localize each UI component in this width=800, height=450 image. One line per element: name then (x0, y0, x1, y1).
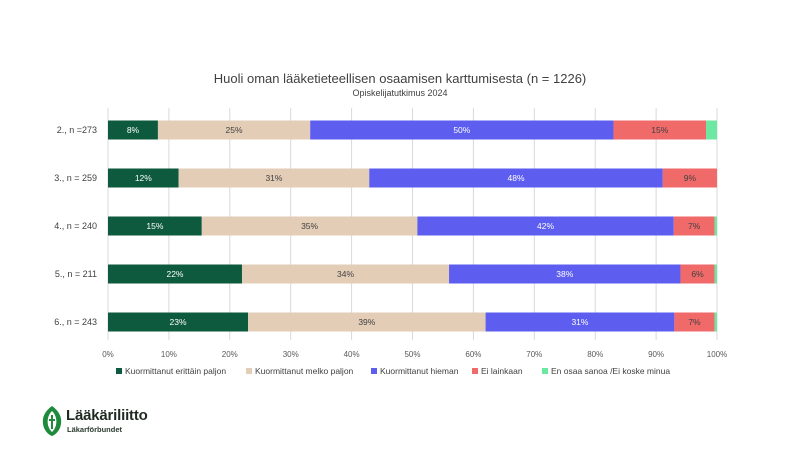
bar-segment (449, 264, 681, 284)
bar-segment (201, 216, 418, 236)
x-tick-label: 10% (161, 350, 177, 359)
data-label: 22% (166, 269, 183, 279)
x-tick-label: 80% (587, 350, 603, 359)
bar-segment (369, 168, 663, 188)
logo-title: Lääkäriliitto (66, 407, 148, 424)
bars: 8% 25% 50% 15% 12% 31% 48% 9% 15% 35% 42% 7% 22% 34% 3… (108, 120, 717, 332)
data-label: 50% (453, 125, 470, 135)
bar-segment (714, 216, 717, 236)
legend-label: En osaa sanoa /Ei koske minua (551, 366, 670, 376)
chart-title: Huoli oman lääketieteellisen osaamisen k… (214, 71, 587, 86)
bar-segment (248, 312, 486, 332)
legend-label: Kuormittanut hieman (380, 366, 459, 376)
legend-label: Kuormittanut melko paljon (255, 366, 354, 376)
data-label: 39% (358, 317, 375, 327)
chart-subtitle: Opiskelijatutkimus 2024 (352, 88, 447, 98)
x-tick-label: 70% (526, 350, 542, 359)
bar-segment (673, 216, 715, 236)
bar-segment (674, 312, 715, 332)
category-label: 2., n =273 (57, 125, 97, 135)
bar-segment (178, 168, 370, 188)
data-label: 6% (691, 269, 704, 279)
category-labels: 2., n =273 3., n = 259 4., n = 240 5., n = … (54, 125, 97, 327)
x-axis-tick-labels: 0% 10% 20% 30% 40% 50% 60% 70% 80% 90% 100% (102, 350, 727, 359)
data-label: 25% (226, 125, 243, 135)
bar-segment (680, 264, 715, 284)
x-tick-label: 30% (283, 350, 299, 359)
x-tick-label: 60% (465, 350, 481, 359)
legend-label: Ei lainkaan (481, 366, 523, 376)
x-tick-label: 50% (404, 350, 420, 359)
category-label: 4., n = 240 (54, 221, 97, 231)
category-label: 3., n = 259 (54, 173, 97, 183)
data-label: 31% (571, 317, 588, 327)
legend-swatch (542, 368, 548, 374)
legend-swatch (472, 368, 478, 374)
legend-swatch (371, 368, 377, 374)
data-label: 15% (146, 221, 163, 231)
legend-label: Kuormittanut erittäin paljon (125, 366, 226, 376)
logo-subtitle: Läkarförbundet (67, 425, 123, 434)
x-tick-label: 100% (707, 350, 727, 359)
bar-segment (613, 120, 707, 140)
logo-emblem-icon (42, 406, 62, 436)
data-label: 23% (170, 317, 187, 327)
data-label: 7% (688, 221, 701, 231)
data-label: 42% (537, 221, 554, 231)
legend-swatch (246, 368, 252, 374)
data-label: 15% (651, 125, 668, 135)
data-label: 7% (688, 317, 701, 327)
data-label: 9% (684, 173, 697, 183)
data-label: 34% (337, 269, 354, 279)
category-label: 5., n = 211 (55, 269, 97, 279)
bar-segment (485, 312, 675, 332)
brand-logo: Lääkäriliitto Läkarförbundet (40, 405, 180, 441)
bar-segment (714, 312, 717, 332)
data-label: 38% (556, 269, 573, 279)
legend: Kuormittanut erittäin paljon Kuormittanut… (116, 366, 670, 376)
bar-segment (241, 264, 450, 284)
x-tick-label: 40% (344, 350, 360, 359)
legend-swatch (116, 368, 122, 374)
bar-segment (108, 216, 202, 236)
bar-segment (417, 216, 674, 236)
category-label: 6., n = 243 (54, 317, 97, 327)
bar-segment (108, 168, 179, 188)
data-label: 8% (127, 125, 140, 135)
data-label: 48% (508, 173, 525, 183)
x-tick-label: 0% (102, 350, 114, 359)
bar-segment (662, 168, 717, 188)
data-label: 35% (301, 221, 318, 231)
bar-segment (706, 120, 717, 140)
bar-segment (108, 264, 242, 284)
data-label: 31% (265, 173, 282, 183)
bar-segment (157, 120, 311, 140)
bar-segment (108, 312, 249, 332)
data-label: 12% (135, 173, 152, 183)
bar-segment (310, 120, 614, 140)
bar-segment (108, 120, 158, 140)
x-tick-label: 20% (222, 350, 238, 359)
bar-segment (714, 264, 717, 284)
x-tick-label: 90% (648, 350, 664, 359)
